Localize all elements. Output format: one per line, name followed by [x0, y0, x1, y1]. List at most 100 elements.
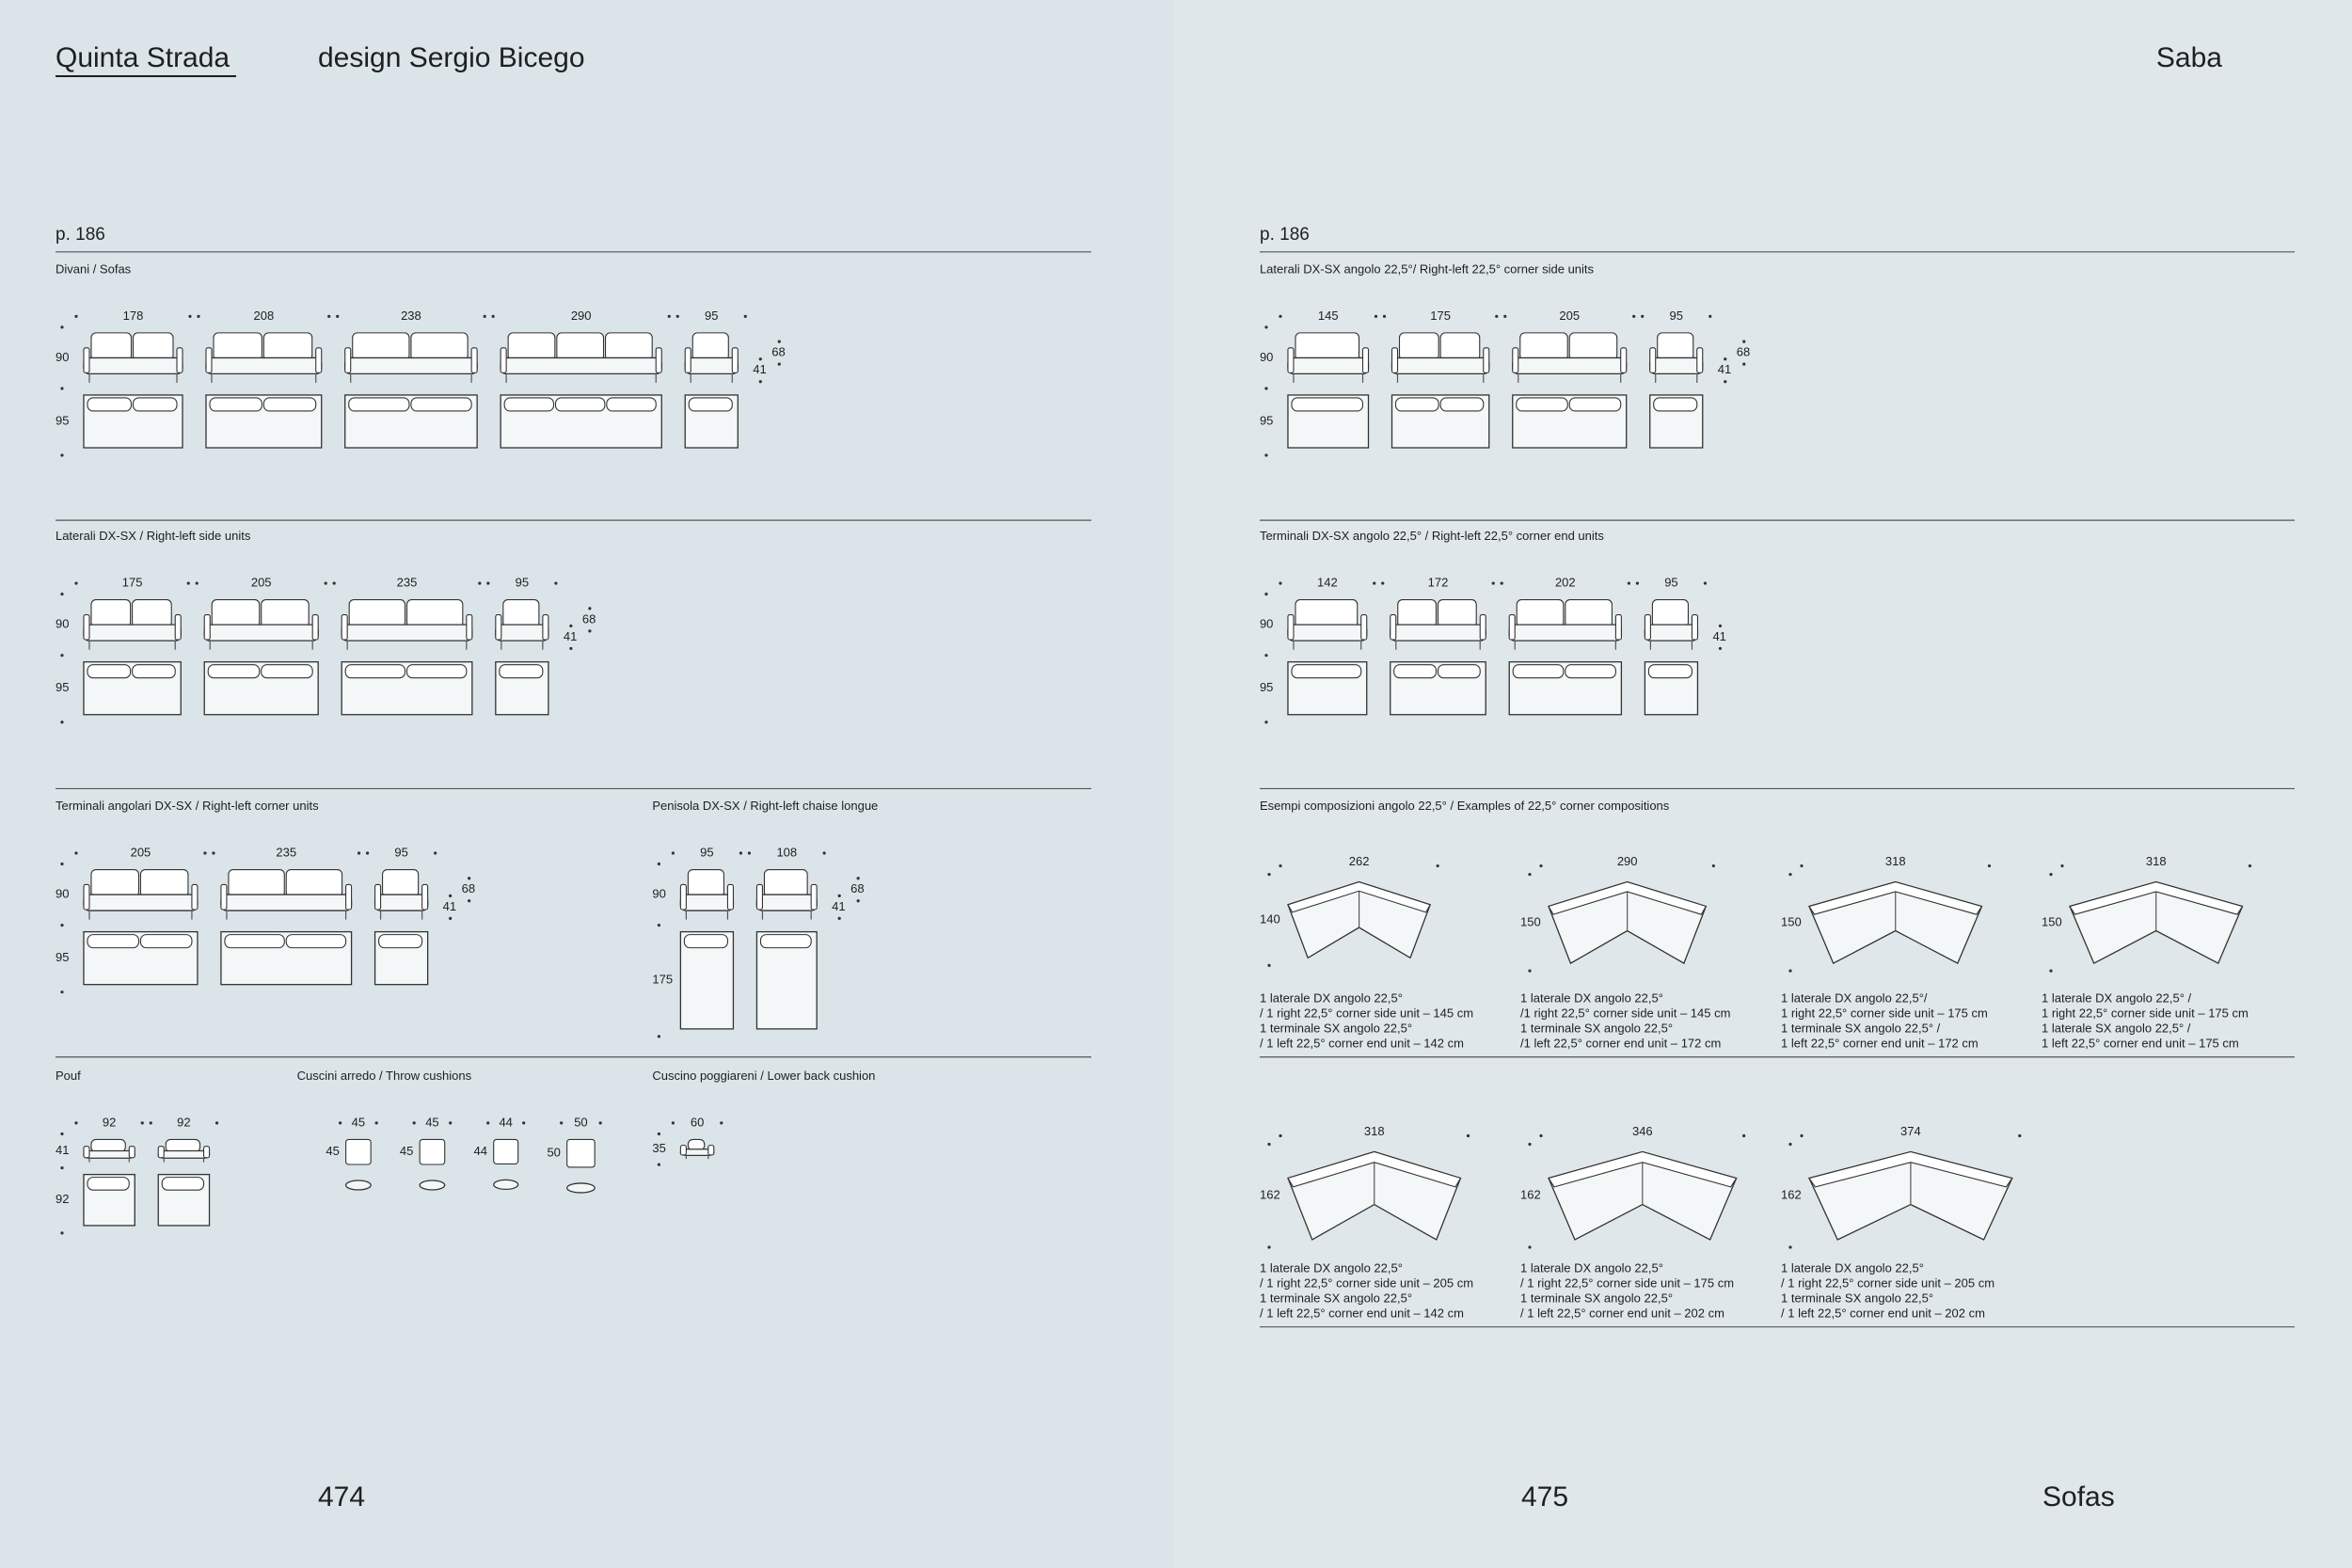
arm — [1287, 613, 1295, 641]
arm — [202, 1146, 211, 1159]
dimension-label: 95 — [56, 413, 69, 427]
dimension-dot — [434, 851, 437, 855]
seat — [341, 624, 473, 641]
dimension-dot — [758, 357, 762, 361]
dimension-label: 41 — [1718, 362, 1731, 376]
composition-back — [1548, 1150, 1738, 1188]
dimension-dot — [449, 916, 453, 920]
dimension-dot — [1436, 863, 1439, 868]
arm — [1696, 347, 1704, 373]
arm — [344, 347, 352, 373]
dimension-dot — [212, 851, 215, 855]
right-page — [1173, 0, 2352, 1568]
seat — [203, 624, 319, 641]
seat — [1649, 356, 1704, 375]
designer: design Sergio Bicego — [318, 42, 585, 73]
composition-back — [1808, 1150, 2013, 1188]
dimension-dot — [569, 624, 573, 628]
cushion-plan — [419, 1180, 446, 1191]
plan-cushion — [1568, 397, 1622, 412]
back-cushion — [165, 1138, 201, 1153]
section-title: Laterali DX-SX angolo 22,5°/ Right-left … — [1260, 261, 1595, 276]
dimension-dot — [1528, 969, 1532, 973]
arm — [1614, 613, 1622, 641]
arm — [1479, 613, 1486, 641]
dimension-dot — [522, 1121, 526, 1125]
seat — [83, 894, 199, 911]
dimension-dot — [1279, 863, 1282, 868]
dimension-dot — [60, 1132, 64, 1136]
dimension-label: 205 — [1559, 309, 1580, 323]
dimension-dot — [1500, 581, 1503, 585]
dimension-dot — [327, 314, 331, 318]
plan-cushion — [87, 934, 140, 949]
back-cushion — [139, 868, 189, 898]
dimension-label: 95 — [705, 309, 718, 323]
dimension-dot — [1987, 863, 1992, 868]
seat — [679, 894, 735, 911]
arm — [1620, 347, 1628, 373]
seat — [373, 894, 429, 911]
composition-caption: 1 laterale DX angolo 22,5° — [1520, 1260, 1663, 1275]
seat — [1287, 356, 1370, 375]
cushion-plan — [566, 1182, 596, 1194]
composition-caption: 1 right 22,5° corner side unit – 175 cm — [1781, 1006, 1988, 1021]
dimension-dot — [675, 314, 679, 318]
arm — [315, 347, 323, 373]
arm — [731, 347, 739, 373]
back-cushion — [132, 599, 172, 628]
dimension-label: 290 — [571, 309, 592, 323]
dimension-label: 150 — [1781, 914, 1802, 928]
dimension-dot — [74, 851, 78, 855]
arm — [157, 1146, 165, 1159]
composition-caption: / 1 right 22,5° corner side unit – 205 c… — [1781, 1275, 1994, 1290]
composition-caption: 1 terminale SX angolo 22,5° — [1260, 1291, 1412, 1305]
plan-cushion — [87, 1177, 130, 1191]
dimension-label: 205 — [251, 576, 272, 590]
dimension-dot — [720, 1121, 723, 1125]
arm — [174, 613, 182, 641]
dimension-dot — [837, 916, 841, 920]
dimension-label: 346 — [1632, 1124, 1653, 1138]
dimension-dot — [60, 593, 64, 596]
dimension-label: 374 — [1900, 1124, 1921, 1138]
plan-cushion — [1647, 664, 1693, 679]
dimension-dot — [822, 851, 826, 855]
dimension-dot — [1267, 1142, 1271, 1147]
dimension-dot — [1279, 1133, 1282, 1138]
dimension-label: 142 — [1317, 576, 1338, 590]
dimension-dot — [1788, 969, 1792, 973]
dimension-dot — [324, 581, 327, 585]
dimension-dot — [1539, 863, 1543, 868]
plan-cushion — [1394, 397, 1439, 412]
dimension-dot — [1718, 624, 1723, 628]
dimension-dot — [60, 453, 64, 457]
dimension-label: 41 — [753, 362, 766, 376]
dimension-dot — [777, 362, 781, 366]
dimension-dot — [1279, 314, 1282, 318]
dimension-dot — [1279, 581, 1282, 585]
cushion — [419, 1138, 446, 1165]
plan-cushion — [209, 397, 262, 412]
arm — [470, 347, 478, 373]
page-number: 475 — [1521, 1481, 1568, 1513]
dimension-label: 35 — [652, 1141, 665, 1155]
arm — [220, 883, 228, 911]
composition-caption: 1 terminale SX angolo 22,5° — [1781, 1291, 1933, 1305]
dimension-label: 44 — [473, 1144, 486, 1158]
cushion — [566, 1138, 596, 1168]
back-cushion — [132, 332, 174, 361]
dimension-label: 318 — [2146, 854, 2167, 868]
dimension-label: 92 — [56, 1192, 69, 1206]
dimension-dot — [1267, 963, 1271, 967]
arm — [500, 347, 507, 373]
section-title: Cuscini arredo / Throw cushions — [297, 1069, 472, 1083]
arm — [345, 883, 353, 911]
plan-cushion — [410, 397, 472, 412]
dimension-dot — [215, 1121, 219, 1125]
arm — [311, 613, 319, 641]
composition-caption: / 1 right 22,5° corner side unit – 145 c… — [1260, 1006, 1473, 1021]
plan-cushion — [132, 397, 178, 412]
dimension-dot — [1539, 1133, 1543, 1138]
dimension-dot — [197, 314, 200, 318]
